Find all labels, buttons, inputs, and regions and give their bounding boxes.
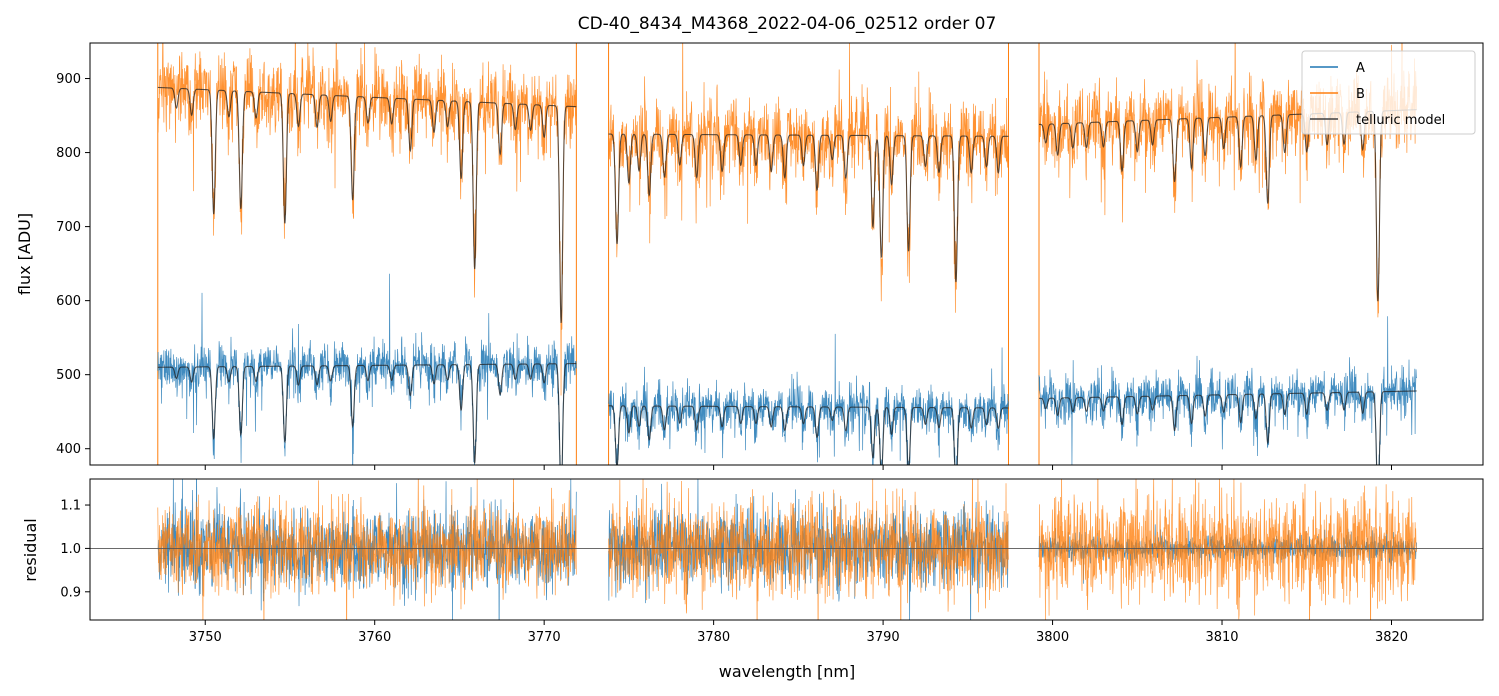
flux-plot-area (157, 43, 1417, 465)
flux-panel-frame (89, 42, 1484, 466)
residual-x-ticks: 3750 3760 3770 3780 3790 3800 3810 3820 (189, 620, 1408, 645)
series-b-residual-segment-2 (608, 479, 1009, 620)
x-tick-label: 3810 (1205, 630, 1238, 645)
legend-label-b: B (1356, 87, 1365, 102)
residual-y-tick-label: 1.0 (60, 542, 81, 557)
flux-panel: 400 500 600 700 800 900 flux [ADU] A B tellur… (15, 42, 1484, 470)
x-tick-label: 3800 (1036, 630, 1069, 645)
series-b-residual-segment-3 (1038, 479, 1417, 620)
flux-y-tick-label: 700 (56, 220, 81, 235)
chart-title: CD-40_8434_M4368_2022-04-06_02512 order … (578, 14, 997, 34)
series-a-flux-segment-3 (1038, 316, 1417, 465)
telluric-model-b-segment-2 (608, 133, 1009, 283)
telluric-model-a-segment-1 (157, 363, 577, 465)
x-axis-label: wavelength [nm] (719, 662, 856, 681)
series-a-flux-segment-1 (157, 273, 577, 465)
x-tick-label: 3790 (867, 630, 900, 645)
x-tick-label: 3760 (358, 630, 391, 645)
series-b-flux-segment-2 (608, 43, 1009, 313)
residual-panel: 0.9 1.0 1.1 3750 3760 3770 3780 3790 3800 3810 38… (21, 478, 1484, 681)
flux-x-ticks (204, 465, 1392, 470)
residual-y-ticks: 0.9 1.0 1.1 (60, 499, 90, 600)
x-tick-label: 3780 (697, 630, 730, 645)
flux-y-ticks: 400 500 600 700 800 900 (56, 72, 90, 457)
residual-y-tick-label: 0.9 (60, 585, 81, 600)
residual-panel-frame (89, 478, 1484, 621)
flux-y-tick-label: 800 (56, 146, 81, 161)
flux-y-tick-label: 500 (56, 368, 81, 383)
legend-label-a: A (1356, 61, 1365, 76)
residual-y-tick-label: 1.1 (60, 499, 81, 514)
flux-y-tick-label: 900 (56, 72, 81, 87)
x-tick-label: 3820 (1375, 630, 1408, 645)
series-b-residual-segment-1 (157, 479, 577, 620)
telluric-model-b-segment-1 (157, 86, 577, 324)
flux-y-axis-label: flux [ADU] (15, 213, 34, 295)
x-tick-label: 3770 (528, 630, 561, 645)
flux-y-tick-label: 400 (56, 442, 81, 457)
residual-plot-area (90, 479, 1483, 620)
telluric-model-a-segment-2 (608, 405, 1009, 465)
legend: A B telluric model (1301, 50, 1476, 135)
residual-y-axis-label: residual (21, 518, 40, 581)
x-tick-label: 3750 (189, 630, 222, 645)
telluric-model-a-segment-3 (1038, 390, 1417, 465)
flux-y-tick-label: 600 (56, 294, 81, 309)
legend-frame (1301, 50, 1476, 135)
legend-label-model: telluric model (1356, 113, 1445, 128)
